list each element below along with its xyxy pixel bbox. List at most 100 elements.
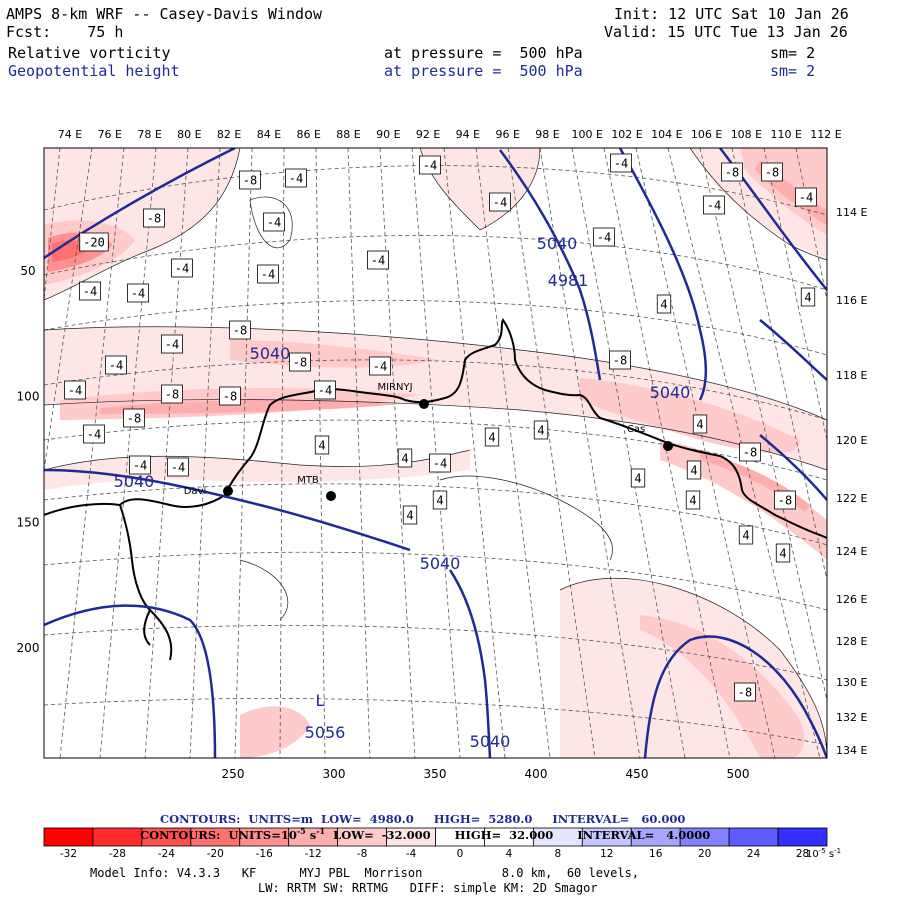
vorticity-label-box (229, 320, 251, 340)
right-lon-label: 130 E (836, 676, 867, 689)
top-lon-label: 90 E (376, 128, 400, 141)
vorticity-label: -8 (161, 384, 183, 404)
y-tick-label: 50 (20, 264, 35, 278)
right-lon-label: 116 E (836, 294, 867, 307)
top-lon-label: 74 E (58, 128, 82, 141)
colorbar-unit: 10-5 s-1 (806, 847, 841, 860)
vorticity-label-box (129, 455, 151, 475)
vorticity-label-text: -4 (597, 231, 611, 245)
vorticity-label: -8 (143, 208, 165, 228)
y-axis-ticks: 50 100 150 200 (17, 264, 40, 655)
vorticity-label-text: -8 (613, 354, 627, 368)
vorticity-label: -4 (285, 168, 307, 188)
title: AMPS 8-km WRF -- Casey-Davis Window (6, 5, 323, 23)
vorticity-shade (660, 440, 827, 560)
colorbar-label: -32 (60, 848, 77, 860)
field1-level: at pressure = 500 hPa (384, 44, 583, 62)
vorticity-label-text: 4 (742, 529, 749, 543)
vorticity-label: -4 (489, 192, 511, 212)
vorticity-label-text: -4 (267, 216, 281, 230)
vorticity-label: -4 (105, 355, 127, 375)
vorticity-label-text: -4 (289, 172, 303, 186)
vorticity-label-box (656, 294, 672, 314)
model-info: Model Info: V4.3.3 KF MYJ PBL Morrison 8… (90, 866, 640, 880)
vorticity-label: -8 (239, 170, 261, 190)
vorticity-label-text: -4 (799, 191, 813, 205)
vorticity-label: -8 (734, 682, 756, 702)
height-contour-label: 4981 (548, 271, 589, 290)
vorticity-label: -4 (703, 195, 725, 215)
vorticity-label-box (143, 208, 165, 228)
top-lon-label: 84 E (257, 128, 281, 141)
colorbar-label: -4 (406, 848, 417, 860)
vorticity-label-box (314, 435, 330, 455)
vorticity-label-box (739, 442, 761, 462)
vorticity-label-box (161, 334, 183, 354)
colorbar-swatch (43, 827, 94, 847)
colorbar-label: 16 (649, 848, 663, 860)
vorticity-label: -4 (127, 283, 149, 303)
vorticity-shade (580, 378, 800, 454)
vorticity-label-text: -4 (261, 268, 275, 282)
vorticity-label-box (257, 264, 279, 284)
vorticity-label-box (609, 350, 631, 370)
vorticity-label-text: -8 (223, 390, 237, 404)
vorticity-label: -4 (429, 453, 451, 473)
vorticity-label-box (489, 192, 511, 212)
vorticity-label-text: -4 (707, 199, 721, 213)
vorticity-label-box (703, 195, 725, 215)
vorticity-label: -4 (610, 153, 632, 173)
shaded-fields (44, 148, 827, 758)
vorticity-label: -4 (171, 258, 193, 278)
field2-smoothing: sm= 2 (770, 62, 816, 80)
vorticity-label: 4 (397, 448, 413, 468)
colorbar-label: -20 (207, 848, 224, 860)
vorticity-label: 4 (800, 287, 816, 307)
vorticity-label-text: -4 (87, 428, 101, 442)
right-lon-label: 124 E (836, 545, 867, 558)
top-lon-label: 106 E (691, 128, 722, 141)
vorticity-shade (100, 399, 400, 414)
vorticity-label-box (285, 168, 307, 188)
vorticity-label-text: -8 (243, 174, 257, 188)
vorticity-label-box (123, 408, 145, 428)
physics-info: LW: RRTM SW: RRTMG DIFF: simple KM: 2D S… (258, 881, 598, 895)
vorticity-label-text: -4 (171, 461, 185, 475)
vorticity-label: -4 (795, 187, 817, 207)
vorticity-label-box (692, 414, 708, 434)
top-lon-label: 100 E (572, 128, 603, 141)
right-lon-label: 118 E (836, 369, 867, 382)
top-lon-label: 108 E (731, 128, 762, 141)
top-lon-label: 102 E (611, 128, 642, 141)
vorticity-label: 4 (775, 543, 791, 563)
vorticity-label-text: -8 (725, 166, 739, 180)
vorticity-label: -4 (64, 380, 86, 400)
vorticity-label-text: -8 (147, 212, 161, 226)
colorbar-label: -16 (256, 848, 273, 860)
right-lon-label: 120 E (836, 434, 867, 447)
vorticity-label-text: -4 (493, 196, 507, 210)
vorticity-label-text: -4 (131, 287, 145, 301)
vorticity-label-text: -8 (738, 686, 752, 700)
right-longitude-labels: 114 E 116 E 118 E 120 E 122 E 124 E 126 E 128 E… (836, 206, 867, 757)
vorticity-label-text: -8 (293, 356, 307, 370)
vorticity-label: -8 (289, 352, 311, 372)
vorticity-label-text: 4 (401, 452, 408, 466)
top-lon-label: 80 E (177, 128, 201, 141)
vorticity-label-text: -8 (778, 494, 792, 508)
vorticity-label: 4 (484, 427, 500, 447)
vorticity-label-box (432, 490, 448, 510)
vorticity-label-text: -4 (433, 457, 447, 471)
vorticity-label: 4 (686, 460, 702, 480)
field2-level: at pressure = 500 hPa (384, 62, 583, 80)
plot-frame (43, 147, 828, 759)
vorticity-label-text: -4 (83, 285, 97, 299)
vorticity-label: 4 (432, 490, 448, 510)
right-lon-label: 122 E (836, 492, 867, 505)
vorticity-label-box (239, 170, 261, 190)
vorticity-label: -8 (739, 442, 761, 462)
x-tick-label: 450 (626, 767, 649, 781)
vorticity-contour-info: CONTOURS: UNITS=10-5 s-1 LOW= -32.000 HI… (140, 826, 711, 842)
right-lon-label: 132 E (836, 711, 867, 724)
low-center-label: L (316, 691, 325, 710)
